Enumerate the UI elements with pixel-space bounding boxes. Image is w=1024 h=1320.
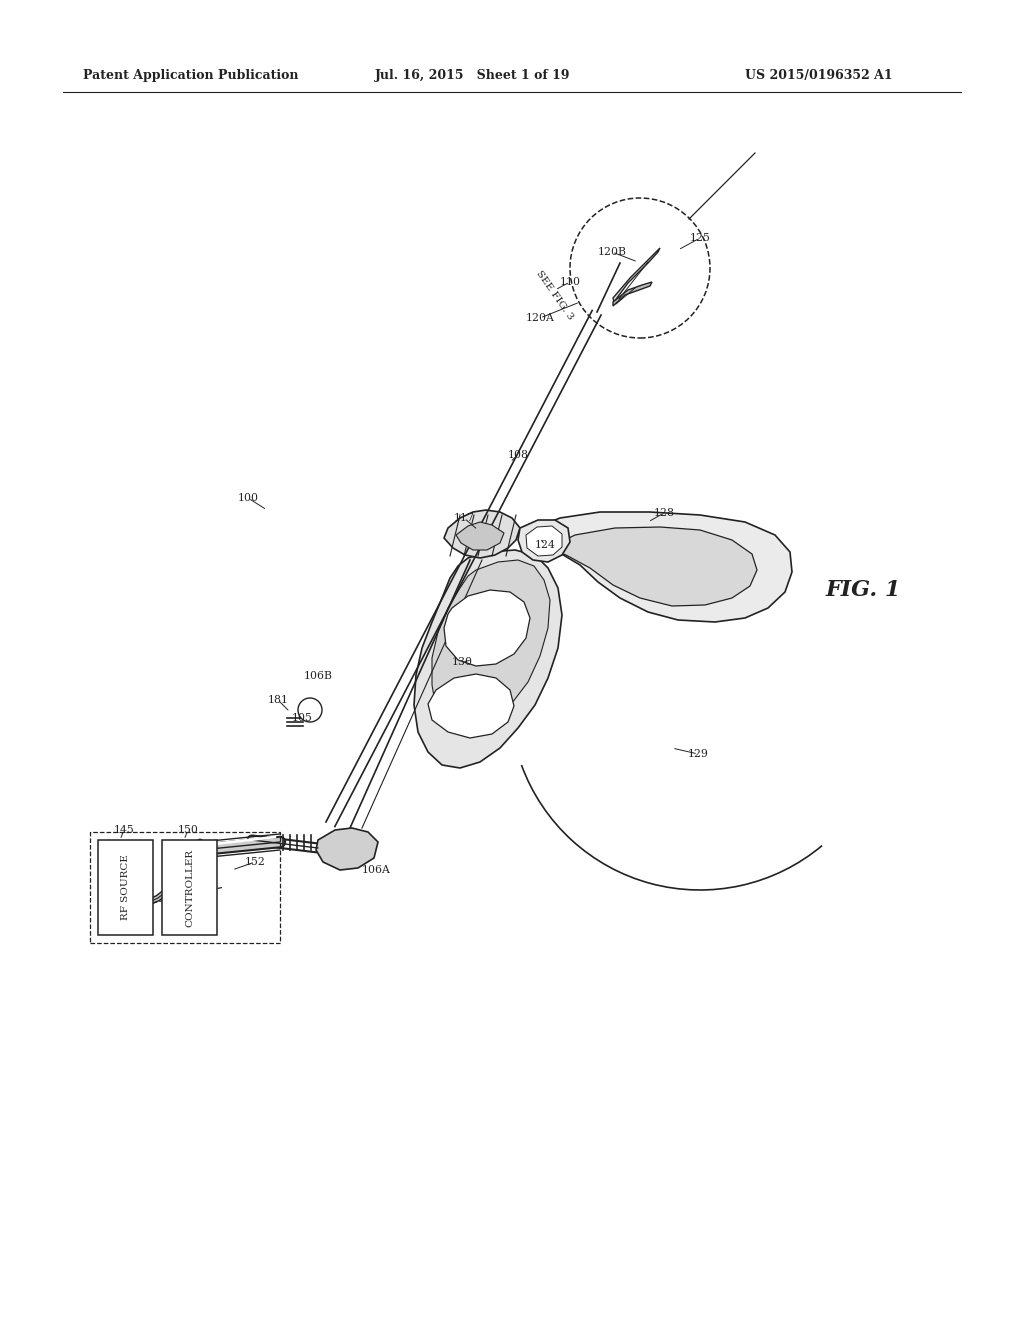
Polygon shape <box>316 828 378 870</box>
Text: 120B: 120B <box>598 247 627 257</box>
Text: 181: 181 <box>267 696 289 705</box>
Polygon shape <box>444 510 520 558</box>
Text: CONTROLLER: CONTROLLER <box>185 849 194 927</box>
Text: 129: 129 <box>687 748 709 759</box>
Polygon shape <box>432 560 550 733</box>
Text: 110: 110 <box>559 277 581 286</box>
Polygon shape <box>613 248 660 302</box>
Text: 125: 125 <box>689 234 711 243</box>
Text: 117: 117 <box>454 513 474 523</box>
Text: 128: 128 <box>653 508 675 517</box>
Circle shape <box>298 698 322 722</box>
FancyBboxPatch shape <box>98 840 153 935</box>
Polygon shape <box>414 550 562 768</box>
Polygon shape <box>530 512 792 622</box>
FancyBboxPatch shape <box>162 840 217 935</box>
Text: Jul. 16, 2015   Sheet 1 of 19: Jul. 16, 2015 Sheet 1 of 19 <box>375 69 570 82</box>
Text: 100: 100 <box>238 492 258 503</box>
Text: SEE FIG. 3: SEE FIG. 3 <box>535 269 575 321</box>
Text: 124: 124 <box>535 540 555 550</box>
Polygon shape <box>444 590 530 667</box>
Text: 106B: 106B <box>303 671 333 681</box>
Polygon shape <box>456 521 504 550</box>
Polygon shape <box>518 520 570 562</box>
Polygon shape <box>526 525 562 556</box>
Polygon shape <box>428 675 514 738</box>
Polygon shape <box>613 282 652 306</box>
Text: US 2015/0196352 A1: US 2015/0196352 A1 <box>745 69 893 82</box>
Text: 130: 130 <box>452 657 472 667</box>
Text: 108: 108 <box>508 450 528 459</box>
Text: 152: 152 <box>245 857 265 867</box>
Text: Patent Application Publication: Patent Application Publication <box>83 69 299 82</box>
Polygon shape <box>548 527 757 606</box>
Text: FIG. 1: FIG. 1 <box>826 579 901 601</box>
Text: 105: 105 <box>292 713 312 723</box>
Text: 120A: 120A <box>525 313 554 323</box>
Text: 106A: 106A <box>361 865 390 875</box>
Text: 145: 145 <box>114 825 134 836</box>
Text: 150: 150 <box>177 825 199 836</box>
Text: RF SOURCE: RF SOURCE <box>121 854 130 920</box>
